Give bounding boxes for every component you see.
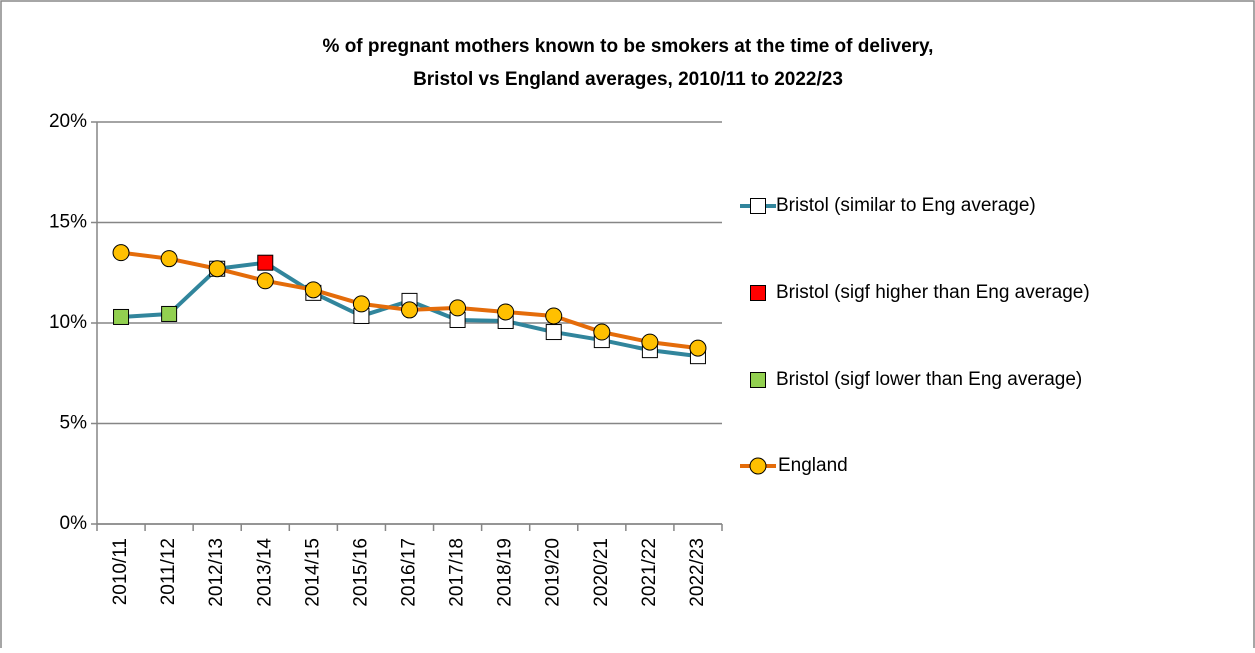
data-point	[160, 250, 178, 268]
legend-marker	[750, 198, 766, 214]
chart-title: % of pregnant mothers known to be smoker…	[323, 36, 934, 57]
legend-label: England	[778, 455, 848, 476]
x-tick-label: 2017/18	[447, 538, 468, 607]
x-tick-label: 2011/12	[158, 538, 179, 605]
x-tick-label: 2021/22	[639, 538, 660, 607]
data-point	[304, 281, 322, 299]
data-point	[593, 323, 611, 341]
data-point	[113, 308, 130, 325]
chart-title: Bristol vs England averages, 2010/11 to …	[413, 69, 843, 90]
legend-label: Bristol (similar to Eng average)	[776, 195, 1036, 216]
legend-marker	[750, 285, 766, 301]
x-tick-label: 2012/13	[206, 538, 227, 607]
data-point	[497, 303, 515, 321]
x-tick-label: 2015/16	[350, 538, 371, 607]
data-point	[689, 339, 707, 357]
data-point	[256, 272, 274, 290]
data-point	[641, 333, 659, 351]
data-point	[257, 254, 274, 271]
legend-label: Bristol (sigf lower than Eng average)	[776, 369, 1082, 390]
y-tick-label: 10%	[49, 312, 87, 333]
x-tick-label: 2018/19	[495, 538, 516, 607]
x-tick-label: 2010/11	[110, 538, 131, 605]
y-tick-label: 20%	[49, 111, 87, 132]
data-point	[112, 244, 130, 262]
x-tick-label: 2016/17	[399, 538, 420, 607]
data-point	[401, 301, 418, 319]
data-point	[208, 260, 226, 278]
data-point	[161, 305, 178, 322]
legend-marker	[749, 457, 767, 475]
legend-marker	[750, 372, 766, 388]
legend-label: Bristol (sigf higher than Eng average)	[776, 282, 1090, 303]
data-point	[449, 299, 467, 317]
x-tick-label: 2014/15	[302, 538, 323, 607]
y-tick-label: 0%	[60, 513, 88, 534]
data-point	[352, 295, 370, 313]
x-tick-label: 2019/20	[543, 538, 564, 607]
x-tick-label: 2020/21	[591, 538, 612, 607]
x-tick-label: 2022/23	[687, 538, 708, 607]
y-tick-label: 15%	[49, 212, 87, 233]
x-tick-label: 2013/14	[254, 538, 275, 607]
y-tick-label: 5%	[60, 413, 88, 434]
data-point	[545, 324, 562, 341]
data-point	[545, 307, 563, 325]
